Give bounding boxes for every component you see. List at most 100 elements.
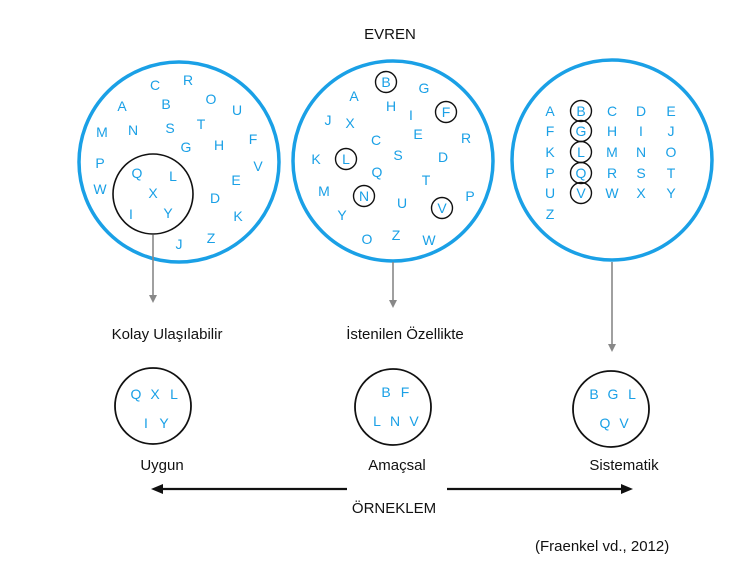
selected-ring-q	[569, 161, 593, 185]
population-letter-f: F	[249, 131, 258, 147]
population-letter-i: I	[409, 107, 413, 123]
population-letter-l: L	[577, 144, 585, 160]
population-letter-s: S	[165, 120, 174, 136]
population-letter-k: K	[233, 208, 243, 224]
sample-letter-x: X	[150, 386, 160, 402]
sample-letter-v: V	[409, 413, 419, 429]
population-letter-j: J	[325, 112, 332, 128]
selected-ring-l	[334, 147, 358, 171]
population-letter-y: Y	[163, 205, 173, 221]
population-letter-g: G	[181, 139, 192, 155]
sample-letter-l: L	[170, 386, 178, 402]
down-arrowhead-1	[149, 295, 157, 303]
population-letter-d: D	[210, 190, 220, 206]
sample-letter-b: B	[589, 386, 598, 402]
population-letter-y: Y	[666, 185, 676, 201]
population-letter-l: L	[169, 168, 177, 184]
population-letter-x: X	[636, 185, 646, 201]
population-letter-s: S	[636, 165, 645, 181]
selected-ring-b	[569, 99, 593, 123]
population-letter-f: F	[546, 123, 555, 139]
population-letter-l: L	[342, 151, 350, 167]
sample-label: ÖRNEKLEM	[351, 500, 437, 517]
down-arrowhead-3	[608, 344, 616, 352]
population-circle-3	[510, 58, 714, 262]
sample-circle-2	[354, 368, 432, 446]
population-letter-t: T	[667, 165, 676, 181]
sample-type-convenience: Uygun	[140, 457, 184, 474]
population-letter-o: O	[666, 144, 677, 160]
population-letter-c: C	[607, 103, 617, 119]
sample-letter-v: V	[619, 415, 629, 431]
sample-letter-q: Q	[131, 386, 142, 402]
population-letter-m: M	[96, 124, 108, 140]
population-letter-x: X	[345, 115, 355, 131]
population-letter-y: Y	[337, 207, 347, 223]
selected-ring-b	[374, 70, 398, 94]
accessible-subset-circle	[112, 153, 194, 235]
population-letter-j: J	[668, 123, 675, 139]
diagram-title: EVREN	[364, 26, 416, 43]
population-letter-v: V	[576, 185, 586, 201]
population-letter-u: U	[232, 102, 242, 118]
population-letter-q: Q	[132, 165, 143, 181]
sample-letter-f: F	[401, 384, 410, 400]
population-circle-2	[291, 59, 495, 263]
population-letter-d: D	[636, 103, 646, 119]
population-letter-h: H	[607, 123, 617, 139]
population-letter-a: A	[349, 88, 359, 104]
population-letter-e: E	[413, 126, 422, 142]
sample-type-systematic: Sistematik	[589, 457, 659, 474]
population-letter-z: Z	[392, 227, 401, 243]
population-letter-n: N	[128, 122, 138, 138]
population-letter-a: A	[117, 98, 127, 114]
selected-ring-v	[430, 196, 454, 220]
population-letter-q: Q	[372, 164, 383, 180]
caption-population-2: İstenilen Özellikte	[346, 326, 464, 343]
population-letter-c: C	[371, 132, 381, 148]
population-letter-c: C	[150, 77, 160, 93]
population-letter-f: F	[442, 104, 451, 120]
population-letter-w: W	[422, 232, 436, 248]
sample-letter-l: L	[628, 386, 636, 402]
population-letter-p: P	[545, 165, 554, 181]
population-letter-k: K	[545, 144, 555, 160]
population-letter-b: B	[381, 74, 390, 90]
sample-letter-b: B	[381, 384, 390, 400]
sample-letter-n: N	[390, 413, 400, 429]
population-letter-o: O	[362, 231, 373, 247]
caption-population-1: Kolay Ulaşılabilir	[111, 326, 223, 343]
population-letter-h: H	[214, 137, 224, 153]
sample-type-purposive: Amaçsal	[368, 457, 426, 474]
population-letter-t: T	[422, 172, 431, 188]
sample-letter-i: I	[144, 415, 148, 431]
population-letter-i: I	[129, 206, 133, 222]
population-letter-w: W	[93, 181, 107, 197]
population-letter-h: H	[386, 98, 396, 114]
population-letter-g: G	[419, 80, 430, 96]
population-letter-v: V	[253, 158, 263, 174]
population-letter-v: V	[437, 200, 447, 216]
sample-letter-q: Q	[600, 415, 611, 431]
population-letter-q: Q	[576, 165, 587, 181]
population-letter-a: A	[545, 103, 555, 119]
population-letter-w: W	[605, 185, 619, 201]
population-letter-i: I	[639, 123, 643, 139]
left-arrowhead	[151, 484, 163, 494]
population-letter-o: O	[206, 91, 217, 107]
population-letter-j: J	[176, 236, 183, 252]
down-arrowhead-2	[389, 300, 397, 308]
right-arrowhead	[621, 484, 633, 494]
population-letter-e: E	[666, 103, 675, 119]
sample-letter-l: L	[373, 413, 381, 429]
population-letter-r: R	[183, 72, 193, 88]
population-letter-k: K	[311, 151, 321, 167]
selected-ring-f	[434, 100, 458, 124]
population-letter-b: B	[161, 96, 170, 112]
population-letter-d: D	[438, 149, 448, 165]
population-letter-b: B	[576, 103, 585, 119]
citation: (Fraenkel vd., 2012)	[535, 538, 670, 555]
population-letter-z: Z	[546, 206, 555, 222]
